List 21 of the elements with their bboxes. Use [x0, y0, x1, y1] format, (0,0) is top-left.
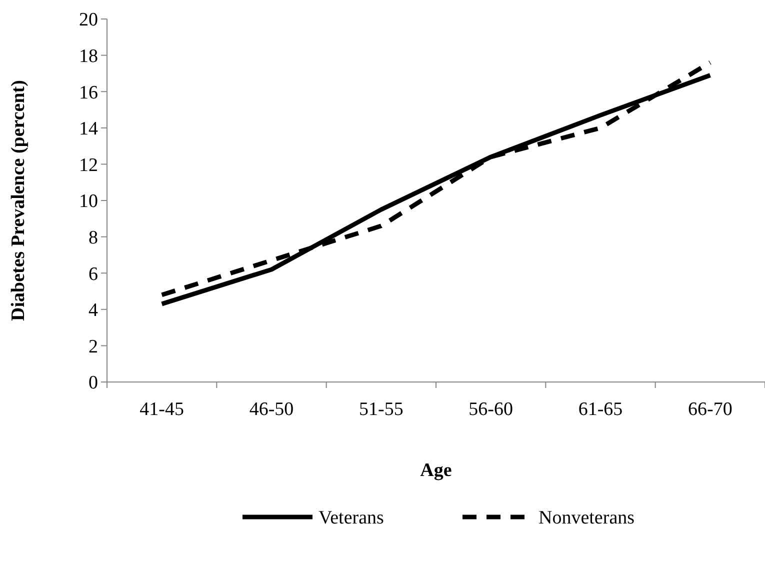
x-axis-title: Age — [420, 460, 452, 481]
y-tick-label: 18 — [79, 46, 98, 67]
y-tick-label: 2 — [88, 336, 98, 358]
x-tick-label: 41-45 — [140, 399, 184, 420]
y-axis-title: Diabetes Prevalence (percent) — [8, 80, 29, 321]
y-tick-label: 4 — [88, 300, 98, 322]
y-tick-label: 20 — [79, 10, 98, 31]
x-tick-label: 51-55 — [359, 399, 404, 420]
y-tick-label: 6 — [88, 264, 98, 285]
y-tick-label: 8 — [88, 227, 98, 248]
x-tick-label: 66-70 — [688, 399, 732, 420]
y-tick-label: 12 — [79, 154, 98, 176]
legend-label: Nonveterans — [538, 508, 635, 529]
y-tick-label: 14 — [79, 118, 98, 140]
x-tick-label: 61-65 — [578, 399, 623, 420]
x-tick-label: 46-50 — [249, 399, 294, 420]
legend-label: Veterans — [318, 508, 384, 529]
y-tick-label: 16 — [79, 82, 98, 104]
y-tick-label: 10 — [79, 191, 98, 212]
y-tick-label: 0 — [88, 372, 98, 394]
x-tick-label: 56-60 — [468, 399, 513, 420]
